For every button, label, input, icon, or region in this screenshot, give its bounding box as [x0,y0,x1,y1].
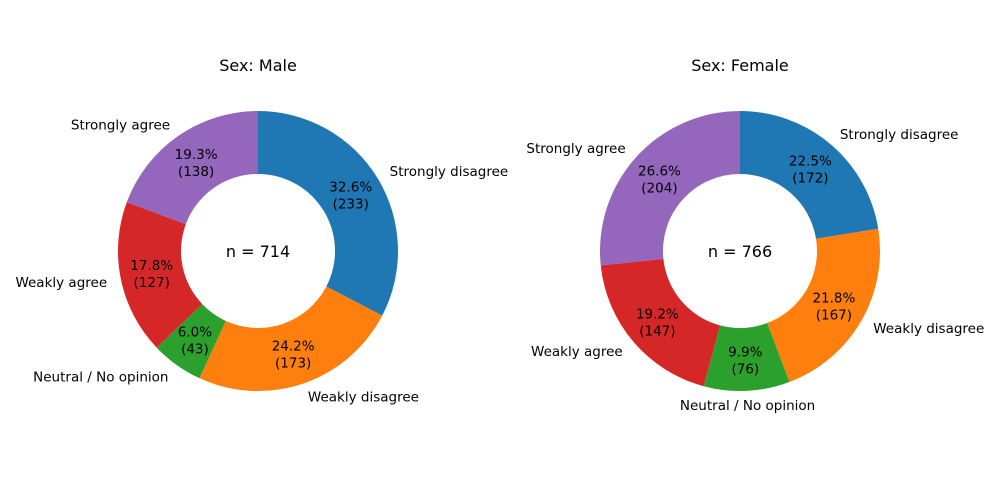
outer-label-female-neutral-no-opinion: Neutral / No opinion [680,398,815,414]
pct-value-female-weakly-agree: 19.2% [636,306,679,322]
pct-label-female-strongly-agree: 26.6% (204) [638,163,681,196]
pct-label-male-neutral-no-opinion: 6.0% (43) [178,324,212,357]
slice-male-strongly-agree [126,111,259,225]
slice-male-neutral-no-opinion [156,304,226,379]
chart-title-male: Sex: Male [219,56,297,75]
outer-label-male-strongly-disagree: Strongly disagree [390,164,509,180]
count-value-male-weakly-agree: (127) [134,275,170,291]
slice-male-weakly-disagree [199,286,383,391]
count-value-female-weakly-disagree: (167) [816,307,852,323]
center-label-male: n = 714 [226,242,290,261]
count-value-male-strongly-agree: (138) [178,164,214,180]
chart-female: Sex: Female 22.5% (172) 21.8% (167) 9.9% (76)… [526,56,984,414]
pct-labels-male: 32.6% (233)24.2% (173)6.0% (43)17.8% (127)19… [130,147,372,372]
outer-label-male-strongly-agree: Strongly agree [71,118,170,134]
chart-title-female: Sex: Female [691,56,789,75]
count-value-female-neutral-no-opinion: (76) [731,361,759,377]
outer-label-female-strongly-disagree: Strongly disagree [840,127,959,143]
slice-female-neutral-no-opinion [703,323,790,391]
pct-label-male-weakly-agree: 17.8% (127) [130,258,173,291]
center-label-female: n = 766 [708,242,772,261]
pct-value-male-strongly-disagree: 32.6% [329,180,372,196]
count-value-female-strongly-disagree: (172) [792,170,828,186]
pct-label-female-weakly-agree: 19.2% (147) [636,306,679,339]
pct-value-male-strongly-agree: 19.3% [175,147,218,163]
outer-label-female-weakly-disagree: Weakly disagree [873,321,984,337]
slices-male [118,111,398,391]
chart-male: Sex: Male 32.6% (233)24.2% (173)6.0% (43)17… [15,56,508,406]
pct-value-female-weakly-disagree: 21.8% [812,290,855,306]
outer-labels-female: Strongly disagree Weakly disagree Neutral … [526,127,984,414]
outer-label-female-weakly-agree: Weakly agree [531,344,623,360]
slice-male-weakly-agree [118,202,203,348]
pct-label-male-strongly-agree: 19.3% (138) [175,147,218,180]
pct-label-female-neutral-no-opinion: 9.9% (76) [728,344,762,377]
pct-label-male-weakly-disagree: 24.2% (173) [272,339,315,372]
slice-female-strongly-disagree [740,111,879,239]
count-value-male-weakly-disagree: (173) [275,356,311,372]
outer-label-male-weakly-agree: Weakly agree [15,275,107,291]
slice-female-weakly-agree [600,258,721,387]
slices-female [599,111,880,391]
pct-label-female-strongly-disagree: 22.5% (172) [789,153,832,186]
pct-value-female-strongly-agree: 26.6% [638,163,681,179]
count-value-male-neutral-no-opinion: (43) [181,341,209,357]
count-value-female-strongly-agree: (204) [641,180,677,196]
pct-labels-female: 22.5% (172) 21.8% (167) 9.9% (76) 19.2% (147) 26… [636,153,856,377]
pct-value-male-weakly-disagree: 24.2% [272,339,315,355]
pct-value-male-weakly-agree: 17.8% [130,258,173,274]
slice-female-strongly-agree [599,111,740,266]
outer-label-male-weakly-disagree: Weakly disagree [308,390,419,406]
outer-label-female-strongly-agree: Strongly agree [526,141,625,157]
pct-value-female-neutral-no-opinion: 9.9% [728,344,762,360]
slice-female-weakly-disagree [767,228,880,382]
count-value-female-weakly-agree: (147) [639,323,675,339]
pct-label-female-weakly-disagree: 21.8% (167) [812,290,855,323]
outer-label-male-neutral-no-opinion: Neutral / No opinion [33,369,168,385]
pct-value-female-strongly-disagree: 22.5% [789,153,832,169]
pct-value-male-neutral-no-opinion: 6.0% [178,324,212,340]
slice-male-strongly-disagree [258,111,398,316]
pct-label-male-strongly-disagree: 32.6% (233) [329,180,372,213]
outer-labels-male: Strongly disagree Weakly disagree Neutral … [15,118,508,406]
count-value-male-strongly-disagree: (233) [333,197,369,213]
